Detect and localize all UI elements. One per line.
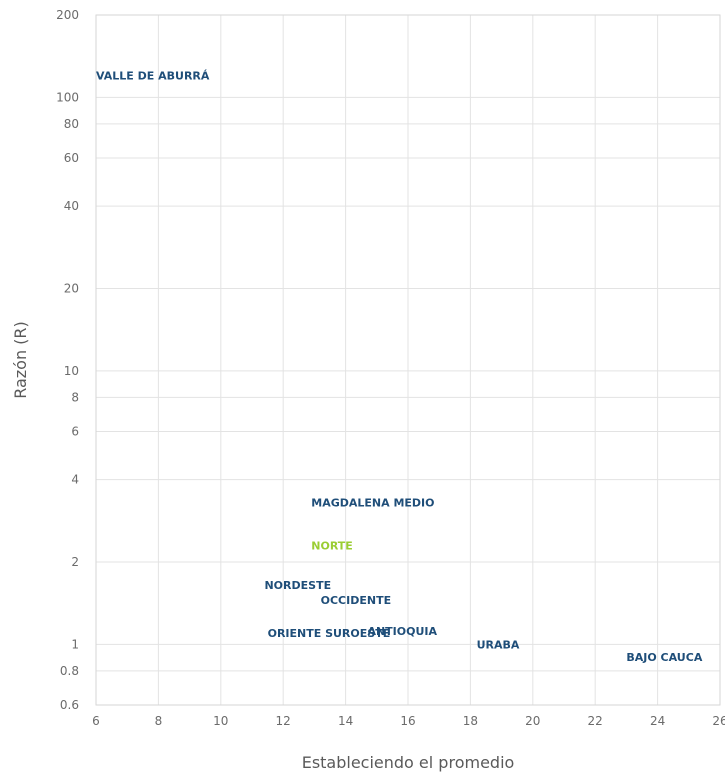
- y-tick-label: 8: [71, 390, 79, 404]
- y-tick-label: 2: [71, 555, 79, 569]
- point-label: ORIENTE SUROESTE: [268, 627, 391, 640]
- y-tick-label: 20: [64, 281, 79, 295]
- y-tick-label: 4: [71, 473, 79, 487]
- x-tick-label: 8: [155, 714, 163, 728]
- point-label: ANTIOQUIA: [367, 625, 437, 638]
- x-tick-label: 22: [588, 714, 603, 728]
- y-tick-label: 6: [71, 425, 79, 439]
- point-labels: VALLE DE ABURRÁ MAGDALENA MEDIO NORTE NORDE…: [96, 70, 703, 664]
- point-label: OCCIDENTE: [321, 594, 391, 607]
- y-tick-label: 0.8: [60, 664, 79, 678]
- x-tick-label: 14: [338, 714, 353, 728]
- x-axis-ticks: 6 8 10 12 14 16 18 20 22 24 26: [92, 714, 725, 728]
- y-tick-label: 100: [56, 90, 79, 104]
- y-axis-title: Razón (R): [11, 321, 30, 399]
- y-tick-label: 40: [64, 199, 79, 213]
- x-tick-label: 16: [400, 714, 415, 728]
- y-tick-label: 0.6: [60, 698, 79, 712]
- y-tick-label: 60: [64, 151, 79, 165]
- x-tick-label: 6: [92, 714, 100, 728]
- x-tick-label: 12: [276, 714, 291, 728]
- x-tick-label: 18: [463, 714, 478, 728]
- x-tick-label: 20: [525, 714, 540, 728]
- x-axis-title: Estableciendo el promedio: [302, 753, 515, 772]
- x-tick-label: 24: [650, 714, 665, 728]
- y-tick-label: 200: [56, 8, 79, 22]
- grid-lines: [95, 14, 721, 706]
- point-label: VALLE DE ABURRÁ: [96, 70, 210, 83]
- x-tick-label: 10: [213, 714, 228, 728]
- y-tick-label: 80: [64, 117, 79, 131]
- x-tick-label: 26: [712, 714, 725, 728]
- y-tick-label: 1: [71, 637, 79, 651]
- point-label: URABA: [477, 638, 520, 651]
- y-axis-ticks: 0.6 0.8 1 2 4 6 8 10 20 40 60 80 100 200: [56, 8, 79, 712]
- point-label: NORTE: [311, 539, 353, 552]
- point-label: BAJO CAUCA: [626, 651, 702, 664]
- plot-area-frame: [95, 14, 721, 706]
- point-label: NORDESTE: [264, 579, 331, 592]
- y-tick-label: 10: [64, 364, 79, 378]
- point-label: MAGDALENA MEDIO: [311, 497, 434, 510]
